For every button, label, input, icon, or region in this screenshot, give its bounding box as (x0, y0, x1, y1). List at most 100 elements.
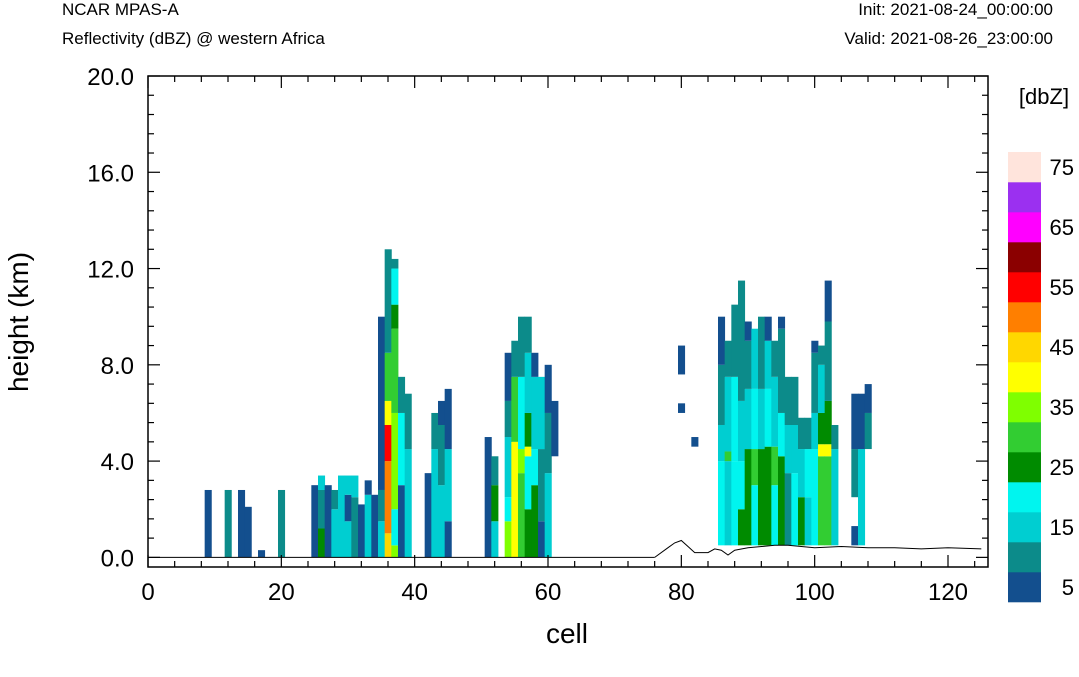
reflectivity-cell (758, 316, 766, 389)
reflectivity-cell (438, 425, 446, 486)
reflectivity-cell (531, 485, 539, 558)
reflectivity-cell (864, 384, 872, 413)
colorbar-label: 35 (1050, 395, 1074, 420)
reflectivity-cell (491, 521, 499, 558)
reflectivity-cell (404, 393, 412, 450)
reflectivity-cell (778, 316, 786, 329)
reflectivity-cell (484, 437, 492, 558)
y-tick-label: 8.0 (101, 353, 134, 380)
x-tick-labels: 0 20 40 60 80 100 120 (141, 579, 968, 606)
reflectivity-cell (378, 521, 386, 558)
colorbar-swatch (1008, 482, 1041, 513)
reflectivity-cell (798, 497, 806, 546)
reflectivity-cell (858, 393, 866, 450)
reflectivity-cell (404, 449, 412, 558)
reflectivity-cell (824, 400, 832, 445)
reflectivity-cell (791, 473, 799, 546)
colorbar: 5 15 25 35 45 55 65 75 (1008, 152, 1074, 603)
reflectivity-cell (811, 412, 819, 450)
colorbar-swatch (1008, 182, 1041, 213)
reflectivity-cell (811, 340, 819, 353)
reflectivity-cell (778, 456, 786, 546)
colorbar-swatch (1008, 452, 1041, 483)
reflectivity-cell (524, 456, 532, 510)
reflectivity-cell (738, 461, 746, 510)
reflectivity-cell (344, 494, 352, 522)
reflectivity-cell (444, 388, 452, 450)
reflectivity-cell (538, 376, 546, 450)
reflectivity-cell (511, 376, 519, 442)
reflectivity-cell (731, 304, 739, 377)
reflectivity-cell (398, 412, 406, 486)
reflectivity-cell (444, 521, 452, 558)
terrain-profile (654, 539, 982, 558)
reflectivity-cell (384, 461, 392, 534)
reflectivity-cell (811, 352, 819, 413)
reflectivity-cell (731, 376, 739, 462)
reflectivity-cell (851, 526, 859, 546)
colorbar-swatch (1008, 242, 1041, 273)
y-tick-labels: 0.0 4.0 8.0 12.0 16.0 20.0 (87, 64, 134, 572)
reflectivity-cells (204, 249, 872, 558)
x-tick-label: 0 (141, 579, 154, 606)
reflectivity-cell (771, 485, 779, 546)
reflectivity-cell (518, 316, 526, 377)
reflectivity-cell (391, 304, 399, 329)
x-tick-label: 40 (401, 579, 428, 606)
colorbar-swatch (1008, 542, 1041, 573)
reflectivity-cell (758, 449, 766, 546)
reflectivity-cell (544, 412, 552, 474)
colorbar-title: [dbZ] (1019, 84, 1069, 109)
reflectivity-cell (391, 268, 399, 305)
reflectivity-cell (818, 412, 826, 445)
y-tick-label: 4.0 (101, 449, 134, 476)
reflectivity-cell (524, 352, 532, 413)
reflectivity-cell (551, 400, 559, 457)
reflectivity-cell (524, 509, 532, 558)
reflectivity-cell (824, 321, 832, 401)
reflectivity-cell (318, 489, 326, 529)
reflectivity-cell (764, 316, 772, 341)
reflectivity-cell (384, 400, 392, 425)
reflectivity-cell (738, 400, 746, 462)
reflectivity-cell (511, 441, 519, 558)
reflectivity-cell (764, 446, 772, 546)
reflectivity-cell (811, 449, 819, 546)
terrain-line (148, 539, 982, 558)
colorbar-swatch (1008, 362, 1041, 393)
reflectivity-cell (538, 449, 546, 522)
x-tick-label: 20 (268, 579, 295, 606)
reflectivity-cell (804, 497, 812, 546)
reflectivity-cell (358, 504, 366, 558)
reflectivity-cell (524, 316, 532, 353)
reflectivity-cell (398, 376, 406, 413)
colorbar-swatch (1008, 212, 1041, 243)
reflectivity-cell (804, 417, 812, 450)
reflectivity-cell (718, 316, 726, 365)
reflectivity-cell (798, 449, 806, 498)
reflectivity-cell (504, 521, 512, 558)
reflectivity-cell (518, 473, 526, 558)
colorbar-swatch (1008, 572, 1041, 603)
y-tick-label: 0.0 (101, 545, 134, 572)
y-tick-label: 20.0 (87, 64, 134, 91)
reflectivity-cell (678, 345, 686, 375)
reflectivity-cell (391, 412, 399, 510)
reflectivity-cell (831, 425, 839, 450)
reflectivity-cell (244, 506, 252, 558)
reflectivity-cell (238, 489, 246, 558)
reflectivity-cell (331, 489, 339, 510)
reflectivity-cell (531, 376, 539, 450)
reflectivity-cell (351, 475, 359, 498)
reflectivity-cell (391, 545, 399, 558)
reflectivity-cell (851, 393, 859, 450)
reflectivity-cell (544, 473, 552, 558)
reflectivity-cell (518, 449, 526, 474)
reflectivity-cell (278, 489, 286, 558)
reflectivity-cell (778, 328, 786, 413)
reflectivity-cell (864, 412, 872, 450)
colorbar-swatch (1008, 152, 1041, 183)
reflectivity-cell (771, 340, 779, 377)
reflectivity-cell (744, 449, 752, 546)
reflectivity-cell (538, 521, 546, 558)
